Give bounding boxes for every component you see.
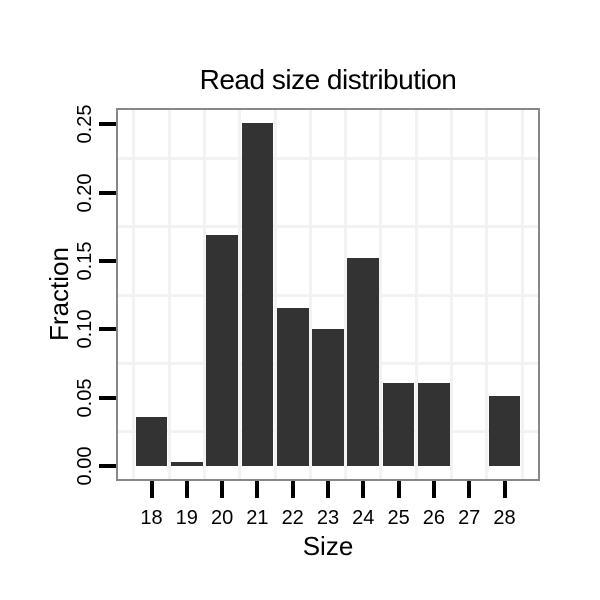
x-tick-label-28: 28 [493, 507, 516, 529]
y-tick-label-0.25: 0.25 [74, 104, 96, 144]
x-tick-28 [502, 481, 507, 498]
x-tick-20 [220, 481, 225, 498]
x-tick-27 [467, 481, 472, 498]
y-tick-0.15 [99, 259, 116, 263]
chart-title: Read size distribution [199, 64, 457, 95]
x-tick-19 [184, 481, 189, 498]
bar-19 [170, 461, 203, 466]
x-tick-22 [290, 481, 295, 498]
x-tick-label-25: 25 [387, 507, 410, 529]
y-tick-label-0.15: 0.15 [74, 241, 96, 281]
gridline-horizontal [118, 157, 538, 160]
bar-22 [276, 307, 309, 466]
chart-panel [116, 108, 540, 481]
y-tick-0.20 [99, 190, 116, 195]
bar-26 [418, 382, 450, 467]
y-tick-label-0.20: 0.20 [74, 173, 96, 213]
x-tick-label-22: 22 [281, 507, 304, 529]
gridline-horizontal [118, 225, 538, 229]
bar-18 [135, 416, 168, 466]
x-tick-21 [255, 481, 260, 498]
x-tick-23 [326, 481, 330, 498]
x-tick-label-23: 23 [316, 507, 340, 529]
x-tick-25 [396, 481, 401, 498]
bar-25 [382, 382, 415, 467]
x-tick-label-19: 19 [175, 507, 198, 529]
x-tick-18 [149, 481, 154, 498]
x-tick-label-26: 26 [422, 507, 446, 529]
y-tick-0.10 [99, 327, 116, 332]
bar-23 [312, 329, 344, 466]
y-tick-label-0.00: 0.00 [74, 446, 96, 486]
x-tick-label-24: 24 [352, 507, 375, 529]
x-tick-label-20: 20 [210, 507, 234, 529]
gridline-horizontal [118, 293, 538, 297]
y-tick-label-0.05: 0.05 [74, 378, 96, 418]
y-axis-title: Fraction [44, 247, 74, 341]
bar-24 [347, 258, 380, 466]
x-tick-label-21: 21 [246, 507, 269, 529]
y-tick-0.00 [99, 464, 116, 468]
y-tick-label-0.10: 0.10 [74, 309, 96, 349]
x-axis-title: Size [302, 531, 354, 561]
x-tick-label-27: 27 [458, 507, 481, 529]
y-tick-0.05 [99, 395, 116, 400]
x-tick-24 [361, 481, 366, 498]
bar-20 [206, 235, 238, 466]
bar-21 [241, 123, 274, 466]
bar-28 [488, 396, 521, 466]
x-tick-26 [431, 481, 436, 498]
y-tick-0.25 [99, 122, 116, 127]
x-tick-label-18: 18 [140, 507, 163, 529]
